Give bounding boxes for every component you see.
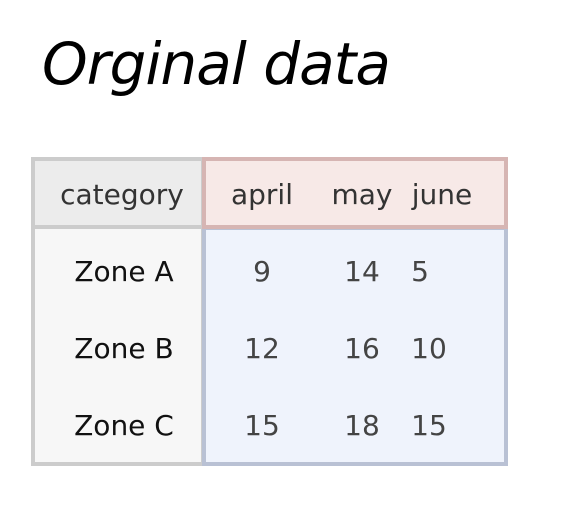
cell-zone-a-april: 9 xyxy=(253,255,271,288)
column-header-june: june xyxy=(411,178,473,211)
row-label-zone-b: Zone B xyxy=(74,332,174,365)
column-header-category: category xyxy=(60,178,184,211)
cell-zone-a-may: 14 xyxy=(344,255,380,288)
column-header-april: april xyxy=(230,178,294,211)
cell-zone-c-june: 15 xyxy=(411,409,447,442)
cell-zone-c-may: 18 xyxy=(344,409,380,442)
values-body-panel xyxy=(202,226,508,466)
cell-zone-a-june: 5 xyxy=(411,255,429,288)
row-label-zone-c: Zone C xyxy=(74,409,174,442)
column-header-may: may xyxy=(331,178,393,211)
page-title: Orginal data xyxy=(42,30,391,98)
cell-zone-b-june: 10 xyxy=(411,332,447,365)
row-label-zone-a: Zone A xyxy=(74,255,174,288)
cell-zone-c-april: 15 xyxy=(244,409,280,442)
category-header-cell xyxy=(31,157,205,229)
cell-zone-b-april: 12 xyxy=(244,332,280,365)
cell-zone-b-may: 16 xyxy=(344,332,380,365)
month-header-panel xyxy=(202,157,508,229)
